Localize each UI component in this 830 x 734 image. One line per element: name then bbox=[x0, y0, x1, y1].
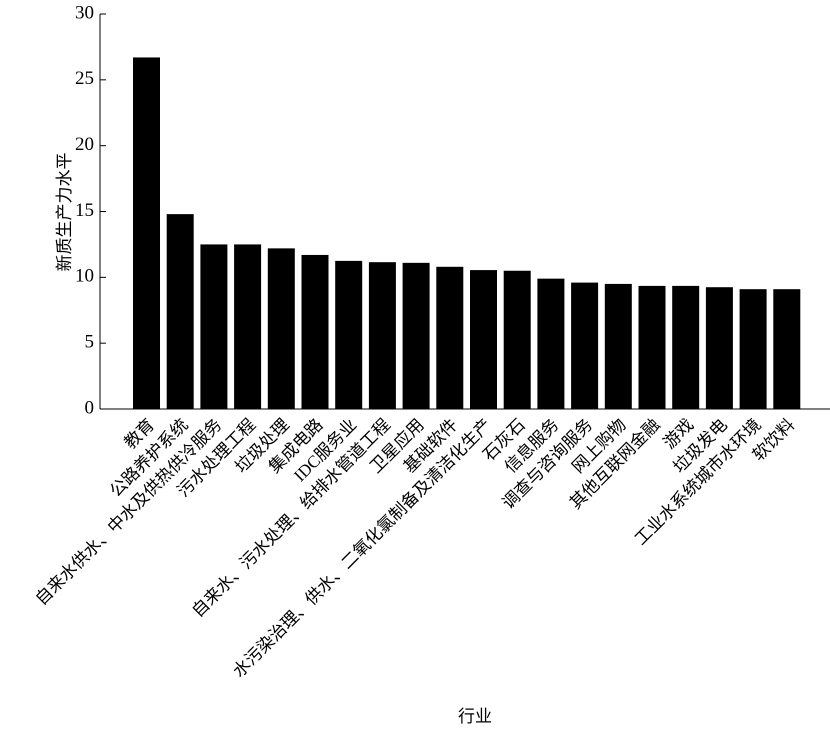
bar bbox=[267, 248, 295, 409]
bar bbox=[739, 289, 767, 409]
bar bbox=[368, 262, 396, 409]
bar bbox=[604, 283, 632, 409]
bar bbox=[571, 282, 599, 409]
y-tick-label: 20 bbox=[75, 134, 94, 155]
y-tick-label: 0 bbox=[85, 397, 95, 418]
bar bbox=[335, 260, 363, 409]
bar bbox=[234, 244, 262, 409]
bar bbox=[200, 244, 228, 409]
bar bbox=[638, 285, 666, 409]
bar bbox=[166, 214, 194, 409]
bar bbox=[672, 285, 700, 409]
bar bbox=[773, 289, 801, 409]
bar bbox=[705, 287, 733, 409]
y-tick-label: 30 bbox=[75, 2, 94, 23]
y-tick-label: 5 bbox=[85, 332, 95, 353]
y-axis-label: 新质生产力水平 bbox=[55, 153, 74, 272]
y-tick-label: 10 bbox=[75, 266, 94, 287]
y-tick-label: 15 bbox=[75, 200, 94, 221]
bar bbox=[301, 254, 329, 409]
bar bbox=[436, 266, 464, 409]
bar bbox=[402, 262, 430, 409]
x-axis-label: 行业 bbox=[458, 707, 492, 726]
bar bbox=[470, 270, 497, 409]
bar bbox=[503, 270, 531, 409]
bar bbox=[133, 57, 160, 409]
bar bbox=[537, 278, 565, 409]
y-tick-label: 25 bbox=[75, 68, 94, 89]
